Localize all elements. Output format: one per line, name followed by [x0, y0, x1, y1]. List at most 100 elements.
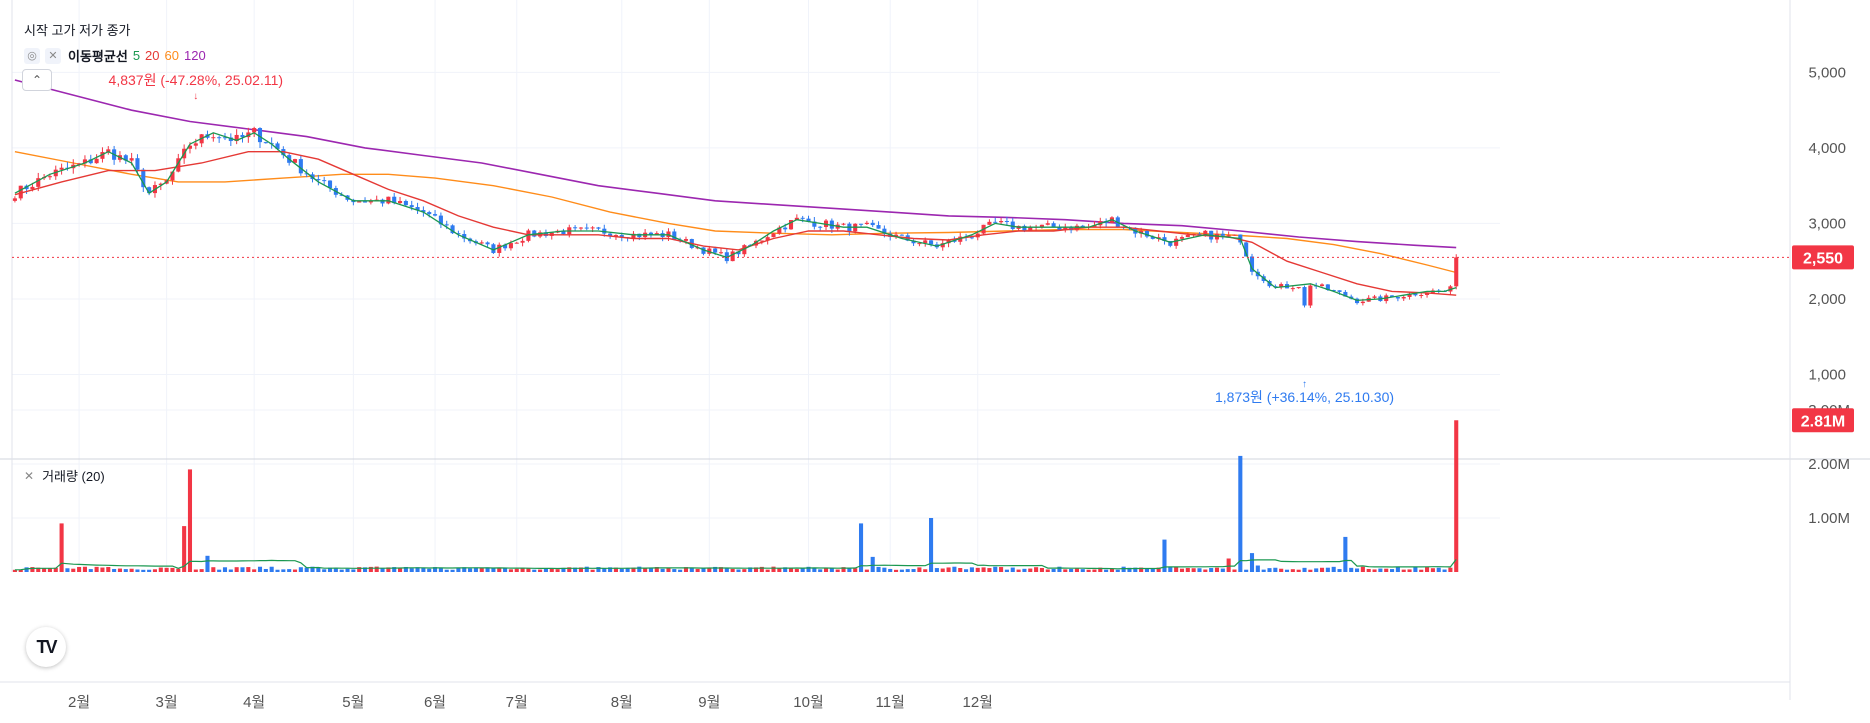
ma120-path	[14, 79, 1457, 249]
volume-bar	[946, 567, 951, 572]
candle-body	[1220, 233, 1225, 236]
low-price-annotation: 1,873원 (+36.14%, 25.10.30)	[1215, 389, 1394, 405]
volume-bar	[1080, 569, 1085, 572]
candle-body	[1197, 233, 1202, 235]
eye-hidden-icon[interactable]: ◎	[24, 47, 40, 64]
volume-bar	[1454, 420, 1459, 572]
candle-body	[608, 233, 613, 237]
volume-bar	[444, 569, 449, 572]
collapse-legend-button[interactable]: ⌃	[22, 69, 52, 91]
volume-bar	[1226, 558, 1231, 572]
candle-body	[135, 158, 140, 170]
volume-bar	[100, 567, 105, 572]
volume-bar	[12, 569, 17, 572]
time-tick-label: 7월	[506, 694, 528, 711]
volume-bar	[1244, 569, 1249, 572]
close-icon[interactable]: ✕	[24, 468, 35, 483]
candle-body	[158, 183, 163, 186]
volume-bar	[398, 568, 403, 572]
volume-bar	[876, 566, 881, 572]
volume-bar	[1174, 567, 1179, 572]
volume-bar	[1366, 568, 1371, 572]
volume-bar	[1063, 569, 1068, 572]
candle-body	[508, 243, 513, 249]
time-tick-label: 6월	[424, 694, 446, 711]
chart-axes: 1,0002,0003,0004,0005,0001.00M2.00M3.00M…	[12, 64, 1854, 711]
volume-bar	[403, 566, 408, 572]
candle-body	[514, 242, 519, 244]
volume-bar	[1384, 568, 1389, 572]
volume-bar	[88, 569, 93, 572]
candle-body	[433, 214, 438, 216]
volume-bar	[520, 567, 525, 572]
volume-bar	[643, 568, 648, 572]
volume-bar	[713, 566, 718, 572]
volume-bar	[829, 568, 834, 572]
candle-body	[380, 199, 385, 204]
volume-bar	[858, 523, 864, 572]
up-arrow-icon: ↑	[1302, 379, 1307, 390]
volume-bar	[707, 568, 712, 572]
candle-body	[94, 158, 99, 164]
price-tick-label: 1,000	[1808, 366, 1846, 383]
candle-body	[526, 230, 531, 241]
candle-body	[701, 247, 706, 254]
volume-bar	[619, 568, 624, 572]
volume-bar	[718, 567, 724, 572]
volume-bar	[351, 569, 356, 572]
candle-body	[1174, 238, 1179, 246]
volume-bar	[65, 568, 70, 572]
volume-bar	[538, 569, 543, 572]
volume-bar	[129, 568, 134, 572]
volume-bar	[1098, 567, 1103, 572]
volume-bar	[1139, 567, 1144, 572]
close-icon[interactable]: ✕	[45, 47, 61, 64]
candle-body	[631, 233, 636, 239]
volume-bar	[683, 567, 689, 572]
volume-bar	[940, 568, 945, 572]
volume-bar	[1109, 568, 1114, 572]
volume-bar	[853, 568, 858, 572]
volume-bar	[1354, 568, 1360, 572]
candle-body	[491, 244, 496, 253]
volume-bar	[392, 567, 397, 572]
candle-body	[275, 143, 280, 150]
candle-body	[1454, 257, 1459, 287]
volume-bar	[199, 569, 204, 572]
candle-body	[462, 234, 467, 239]
candle-body	[147, 187, 152, 194]
tradingview-logo-icon[interactable]: TV	[26, 627, 66, 667]
candle-body	[123, 155, 128, 161]
candle-body	[1244, 242, 1249, 257]
volume-bar	[1203, 569, 1208, 572]
candle-body	[438, 215, 443, 225]
candle-body	[730, 251, 735, 262]
candle-body	[1395, 296, 1400, 299]
candle-body	[316, 179, 321, 181]
candle-body	[362, 201, 368, 203]
volume-bar	[1337, 569, 1342, 572]
volume-bar	[788, 567, 794, 572]
current-price-badge	[1792, 245, 1854, 270]
volume-bar	[1127, 567, 1132, 572]
candle-body	[450, 225, 455, 234]
volume-bar	[567, 567, 572, 572]
candle-body	[1045, 223, 1050, 225]
volume-bar	[736, 569, 741, 572]
volume-bar	[590, 569, 595, 572]
volume-bar	[217, 569, 222, 572]
volume-bar	[427, 568, 432, 572]
ma120-line	[14, 79, 1457, 249]
time-tick-label: 11월	[876, 694, 905, 711]
time-tick-label: 10월	[793, 694, 824, 711]
price-tick-label: 3,000	[1808, 215, 1846, 232]
candle-body	[503, 244, 508, 249]
candle-body	[409, 205, 414, 208]
volume-bar	[514, 568, 519, 572]
volume-bar	[765, 569, 770, 572]
volume-bar	[53, 567, 58, 572]
candle-body	[392, 196, 397, 204]
candle-body	[713, 248, 718, 253]
candle-body	[1343, 291, 1348, 297]
